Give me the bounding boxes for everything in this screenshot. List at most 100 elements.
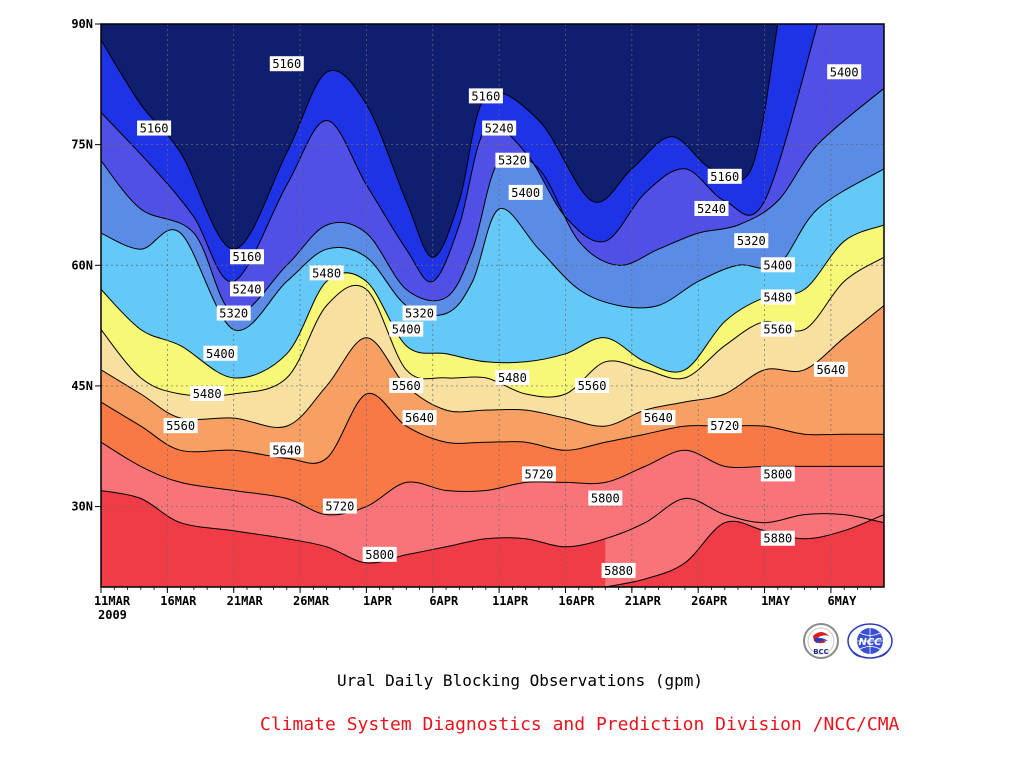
contour-label: 5560	[389, 377, 424, 393]
contour-label-box	[389, 321, 424, 337]
contour-label-box	[482, 120, 517, 136]
contour-label-text: 5320	[219, 307, 248, 321]
x-tick-label: 21MAR	[227, 594, 264, 608]
contour-label-text: 5240	[485, 122, 514, 136]
contour-label-text: 5880	[604, 564, 633, 578]
contour-label-box	[389, 377, 424, 393]
contour-label-text: 5480	[193, 387, 222, 401]
contour-label: 5480	[495, 369, 530, 385]
contour-label-box	[707, 168, 742, 184]
contour-label-box	[521, 466, 556, 482]
chart-credit: Climate System Diagnostics and Predictio…	[260, 714, 900, 735]
contour-line-5720	[101, 393, 884, 464]
x-tick-label: 6MAY	[827, 594, 857, 608]
x-tick-label: 1MAY	[761, 594, 791, 608]
contour-label: 5560	[575, 377, 610, 393]
contour-label: 5480	[190, 385, 225, 401]
contour-label: 5240	[694, 200, 729, 216]
contour-label: 5720	[322, 498, 357, 514]
contour-label-box	[269, 442, 304, 458]
contour-label-text: 5480	[763, 290, 792, 304]
y-axis: 90N 75N 60N 45N 30N	[71, 17, 101, 514]
contour-label-box	[468, 88, 503, 104]
contour-label: 5720	[521, 466, 556, 482]
contour-label-text: 5640	[272, 443, 301, 457]
contour-label-box	[827, 64, 862, 80]
contour-label-box	[760, 321, 795, 337]
x-axis: 11MAR 16MAR 21MAR 26MAR 1APR 6APR 11APR 16APR 21…	[94, 587, 872, 608]
x-tick-label: 16APR	[558, 594, 595, 608]
y-tick-label: 60N	[71, 258, 93, 272]
contour-line-5880	[101, 490, 884, 564]
contour-label: 5240	[229, 281, 264, 297]
contour-label-text: 5640	[405, 411, 434, 425]
contour-label-text: 5240	[233, 282, 262, 296]
contour-label: 5400	[827, 64, 862, 80]
contour-label: 5320	[495, 152, 530, 168]
x-tick-label: 6APR	[429, 594, 459, 608]
contour-label-box	[163, 418, 198, 434]
y-tick-label: 30N	[71, 500, 93, 514]
contour-label: 5480	[760, 289, 795, 305]
contour-label-box	[641, 410, 676, 426]
contour-label-text: 5720	[710, 419, 739, 433]
contour-label: 5640	[813, 361, 848, 377]
contour-label-text: 5640	[644, 411, 673, 425]
contour-label-text: 5400	[763, 258, 792, 272]
plot-frame	[100, 23, 885, 588]
contour-label-box	[760, 530, 795, 546]
contour-label-text: 5400	[206, 347, 235, 361]
contour-label-text: 5720	[524, 467, 553, 481]
contour-label-text: 5800	[591, 492, 620, 506]
contour-label-box	[229, 249, 264, 265]
contour-label-box	[229, 281, 264, 297]
contour-label: 5560	[760, 321, 795, 337]
contour-label-text: 5160	[710, 170, 739, 184]
x-tick-label: 1APR	[363, 594, 393, 608]
contour-label: 5560	[163, 418, 198, 434]
contour-label-box	[760, 466, 795, 482]
contour-label: 5640	[402, 410, 437, 426]
contour-label-box	[813, 361, 848, 377]
contour-label: 5320	[402, 305, 437, 321]
contour-label-text: 5160	[140, 122, 169, 136]
contour-line-5160	[101, 24, 779, 258]
contour-label-box	[575, 377, 610, 393]
contour-label-text: 5800	[763, 467, 792, 481]
contour-label-box	[760, 257, 795, 273]
contour-label-text: 5560	[392, 379, 421, 393]
contour-label: 5400	[389, 321, 424, 337]
contour-label-text: 5880	[763, 532, 792, 546]
contour-label: 5880	[601, 562, 636, 578]
contour-band-5160	[101, 24, 778, 258]
contour-labels: 5160 5160 5160 5240 5320 5400 5160 5240 5320 5400…	[137, 56, 862, 578]
x-axis-year-label: 2009	[98, 608, 127, 622]
contour-label-box	[601, 562, 636, 578]
contour-label: 5400	[203, 345, 238, 361]
ncc-logo: NCC	[846, 622, 894, 664]
contour-label-box	[216, 305, 251, 321]
contour-label-box	[694, 200, 729, 216]
x-tick-label: 26MAR	[293, 594, 330, 608]
contour-line-5240	[101, 24, 819, 283]
contour-label-text: 5400	[392, 323, 421, 337]
contour-label: 5720	[707, 418, 742, 434]
contour-label-text: 5160	[233, 250, 262, 264]
contour-label-text: 5160	[272, 57, 301, 71]
contour-label: 5640	[269, 442, 304, 458]
contour-label: 5800	[362, 546, 397, 562]
y-tick-label: 90N	[71, 17, 93, 31]
contour-label-text: 5480	[498, 371, 527, 385]
contour-label-box	[203, 345, 238, 361]
contour-label-box	[137, 120, 172, 136]
y-tick-label: 75N	[71, 138, 93, 152]
contour-label-box	[309, 265, 344, 281]
contour-label-text: 5560	[578, 379, 607, 393]
contour-label: 5400	[760, 257, 795, 273]
contour-label-box	[707, 418, 742, 434]
contour-label-text: 5320	[405, 307, 434, 321]
contour-label-text: 5320	[737, 234, 766, 248]
contour-label-box	[269, 56, 304, 72]
contour-label-text: 5240	[697, 202, 726, 216]
